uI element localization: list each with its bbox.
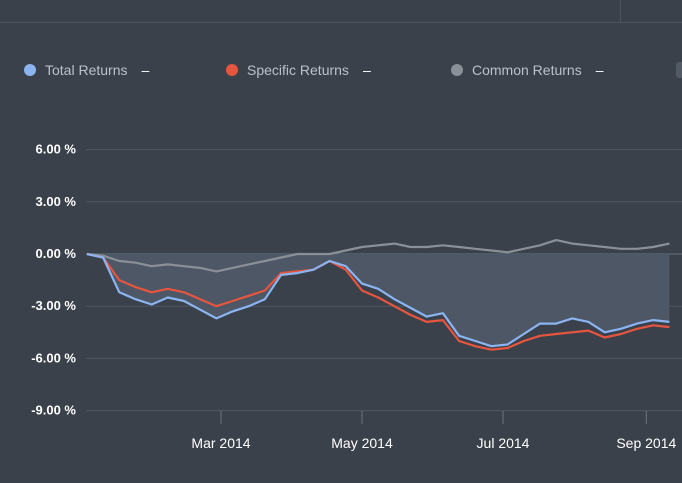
total-returns-dot-icon [24,64,36,76]
y-tick-label: 6.00 % [36,142,77,157]
y-tick-label: -3.00 % [31,298,76,313]
legend-scroll-edge[interactable] [676,62,682,78]
drawdown-area [86,254,670,347]
legend-value-specific-returns: – [362,62,371,78]
chart-legend: Total Returns – Specific Returns – Commo… [0,58,682,82]
y-tick-label: -9.00 % [31,403,76,418]
common-returns-dot-icon [451,64,463,76]
legend-label-common-returns: Common Returns [472,62,582,78]
legend-label-specific-returns: Specific Returns [247,62,349,78]
legend-item-specific-returns[interactable]: Specific Returns – [226,58,371,82]
legend-value-common-returns: – [595,62,604,78]
x-tick-label: Sep 2014 [616,435,676,451]
series-line-common-returns [86,239,670,273]
series-line-specific-returns [86,252,670,351]
legend-item-common-returns[interactable]: Common Returns – [451,58,604,82]
y-axis-ticks: 6.00 % 3.00 % 0.00 % -3.00 % -6.00 % -9.00 % [31,142,76,418]
y-tick-label: -6.00 % [31,350,76,365]
x-tick-label: Jul 2014 [477,435,530,451]
legend-label-total-returns: Total Returns [45,62,128,78]
x-tick-label: May 2014 [331,435,393,451]
series-line-total-returns [86,252,670,348]
y-tick-label: 3.00 % [36,194,77,209]
y-tick-label: 0.00 % [36,246,77,261]
legend-item-total-returns[interactable]: Total Returns – [24,58,149,82]
top-toolbar-strip [0,0,682,23]
legend-value-total-returns: – [141,62,150,78]
x-axis-ticks: Mar 2014 May 2014 Jul 2014 Sep 2014 [191,411,676,451]
toolbar-divider [620,0,621,22]
drawdown-area-fill [86,254,670,347]
series-lines [86,239,670,351]
x-tick-label: Mar 2014 [191,435,250,451]
specific-returns-dot-icon [226,64,238,76]
